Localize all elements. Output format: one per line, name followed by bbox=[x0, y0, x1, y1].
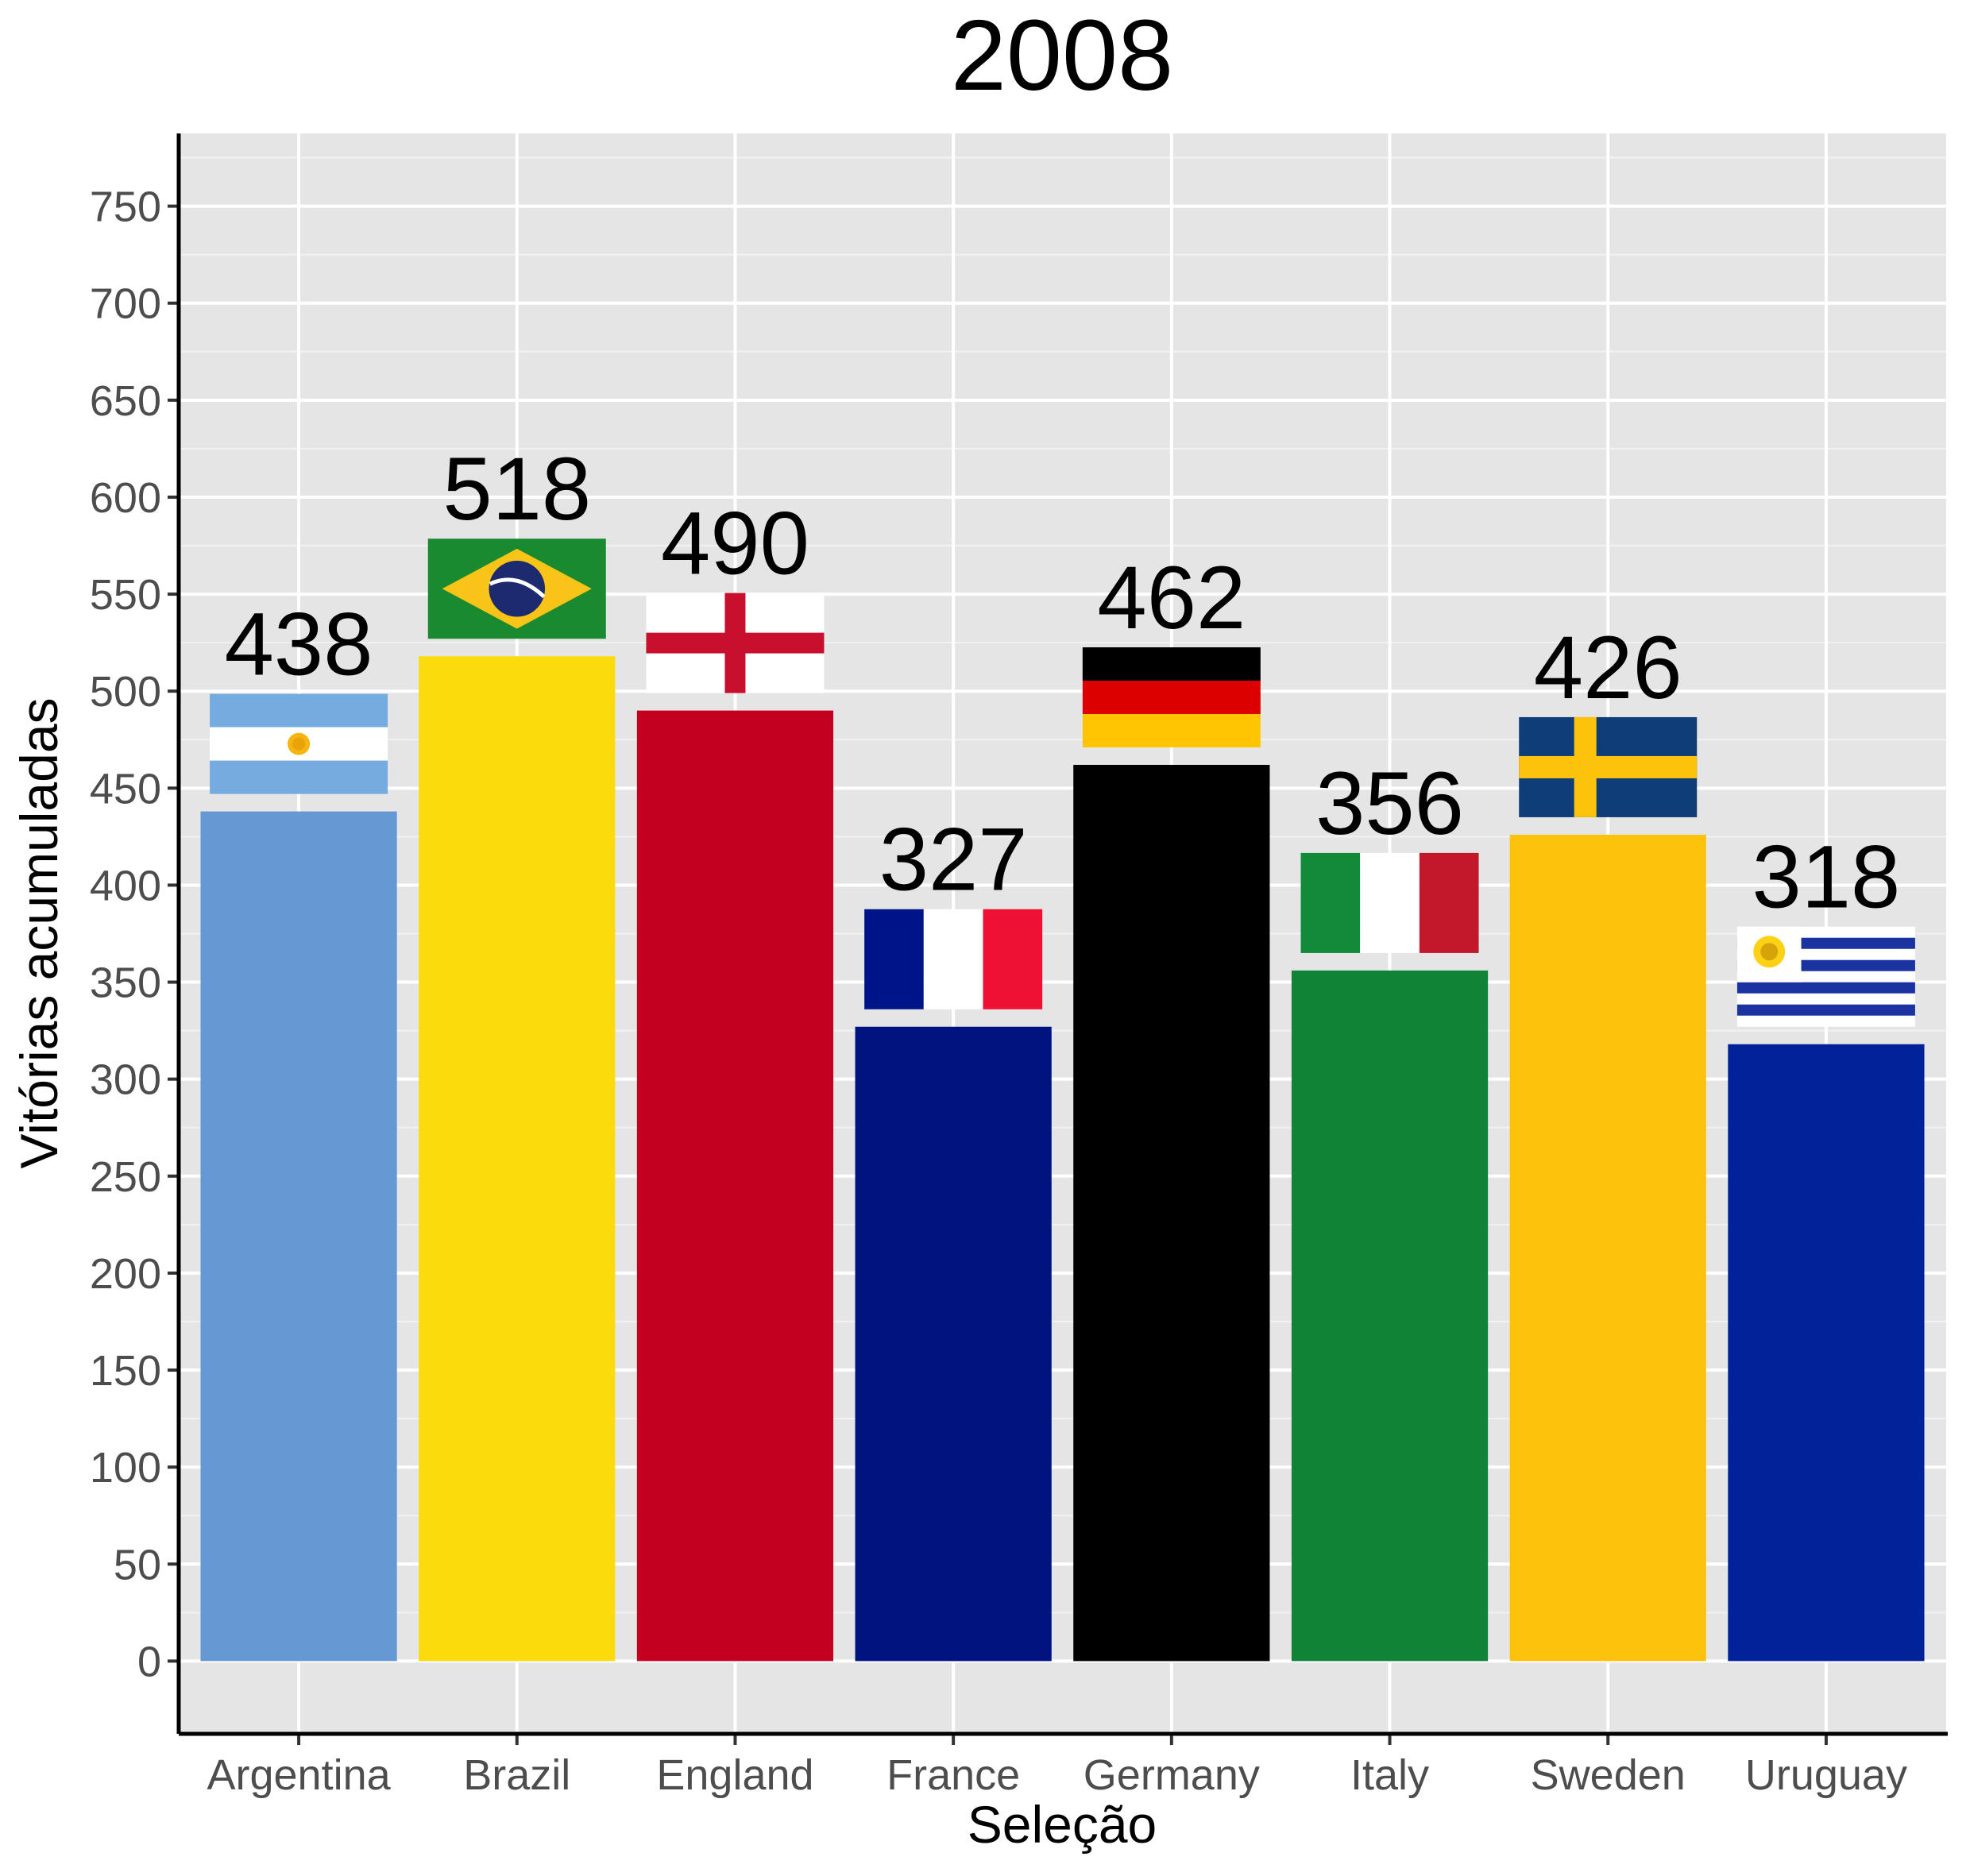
y-tick-label: 550 bbox=[90, 571, 161, 619]
y-tick-label: 200 bbox=[90, 1250, 161, 1298]
y-tick-label: 600 bbox=[90, 474, 161, 522]
y-tick-label: 150 bbox=[90, 1347, 161, 1395]
value-label-germany: 462 bbox=[1097, 548, 1246, 647]
y-tick-label: 50 bbox=[114, 1541, 161, 1588]
y-tick-label: 650 bbox=[90, 377, 161, 425]
argentina-flag bbox=[210, 693, 388, 794]
england-flag bbox=[646, 593, 825, 693]
y-tick-label: 250 bbox=[90, 1153, 161, 1201]
value-label-italy: 356 bbox=[1315, 754, 1464, 853]
x-tick-label: Germany bbox=[1084, 1751, 1260, 1799]
bar-uruguay bbox=[1728, 1044, 1925, 1662]
y-tick-label: 400 bbox=[90, 862, 161, 909]
bar-sweden bbox=[1509, 834, 1706, 1662]
y-axis-ticks: 0 50 100 150 200 250 300 350 400 450 500 550 600 650 7… bbox=[90, 183, 179, 1685]
flags bbox=[210, 538, 1915, 1027]
x-tick-label: Italy bbox=[1350, 1751, 1429, 1799]
y-tick-label: 700 bbox=[90, 280, 161, 328]
value-label-sweden: 426 bbox=[1534, 618, 1682, 717]
value-labels: 438 518 490 327 462 356 426 318 bbox=[225, 439, 1901, 926]
value-label-uruguay: 318 bbox=[1752, 828, 1900, 927]
bar-france bbox=[855, 1026, 1052, 1662]
y-tick-label: 350 bbox=[90, 959, 161, 1007]
bar-argentina bbox=[200, 811, 397, 1662]
chart-title: 2008 bbox=[951, 0, 1173, 111]
x-tick-label: Brazil bbox=[463, 1751, 570, 1799]
value-label-brazil: 518 bbox=[442, 439, 591, 538]
x-tick-label: England bbox=[656, 1751, 813, 1799]
bar-brazil bbox=[419, 656, 616, 1662]
uruguay-flag bbox=[1736, 926, 1915, 1027]
bar-germany bbox=[1073, 765, 1270, 1662]
value-label-argentina: 438 bbox=[225, 595, 373, 694]
y-tick-label: 0 bbox=[137, 1638, 161, 1685]
value-label-england: 490 bbox=[661, 494, 809, 593]
sweden-flag bbox=[1519, 716, 1698, 817]
germany-flag bbox=[1082, 647, 1261, 748]
bars bbox=[200, 656, 1925, 1662]
y-tick-label: 300 bbox=[90, 1056, 161, 1104]
x-axis-title: Seleção bbox=[968, 1795, 1157, 1854]
france-flag bbox=[864, 909, 1043, 1009]
italy-flag bbox=[1300, 852, 1479, 953]
y-tick-label: 500 bbox=[90, 668, 161, 716]
x-tick-label: Sweden bbox=[1531, 1751, 1686, 1799]
x-axis-ticks: Argentina Brazil England France Germany Italy… bbox=[207, 1734, 1907, 1799]
bar-italy bbox=[1291, 970, 1489, 1662]
y-tick-label: 100 bbox=[90, 1444, 161, 1492]
x-tick-label: Uruguay bbox=[1745, 1751, 1907, 1799]
brazil-flag bbox=[427, 538, 606, 639]
bar-england bbox=[636, 710, 834, 1662]
value-label-france: 327 bbox=[879, 810, 1028, 909]
x-tick-label: Argentina bbox=[207, 1751, 391, 1799]
x-tick-label: France bbox=[886, 1751, 1020, 1799]
y-tick-label: 450 bbox=[90, 765, 161, 813]
y-tick-label: 750 bbox=[90, 183, 161, 231]
y-axis-title: Vitórias acumuladas bbox=[10, 697, 68, 1168]
